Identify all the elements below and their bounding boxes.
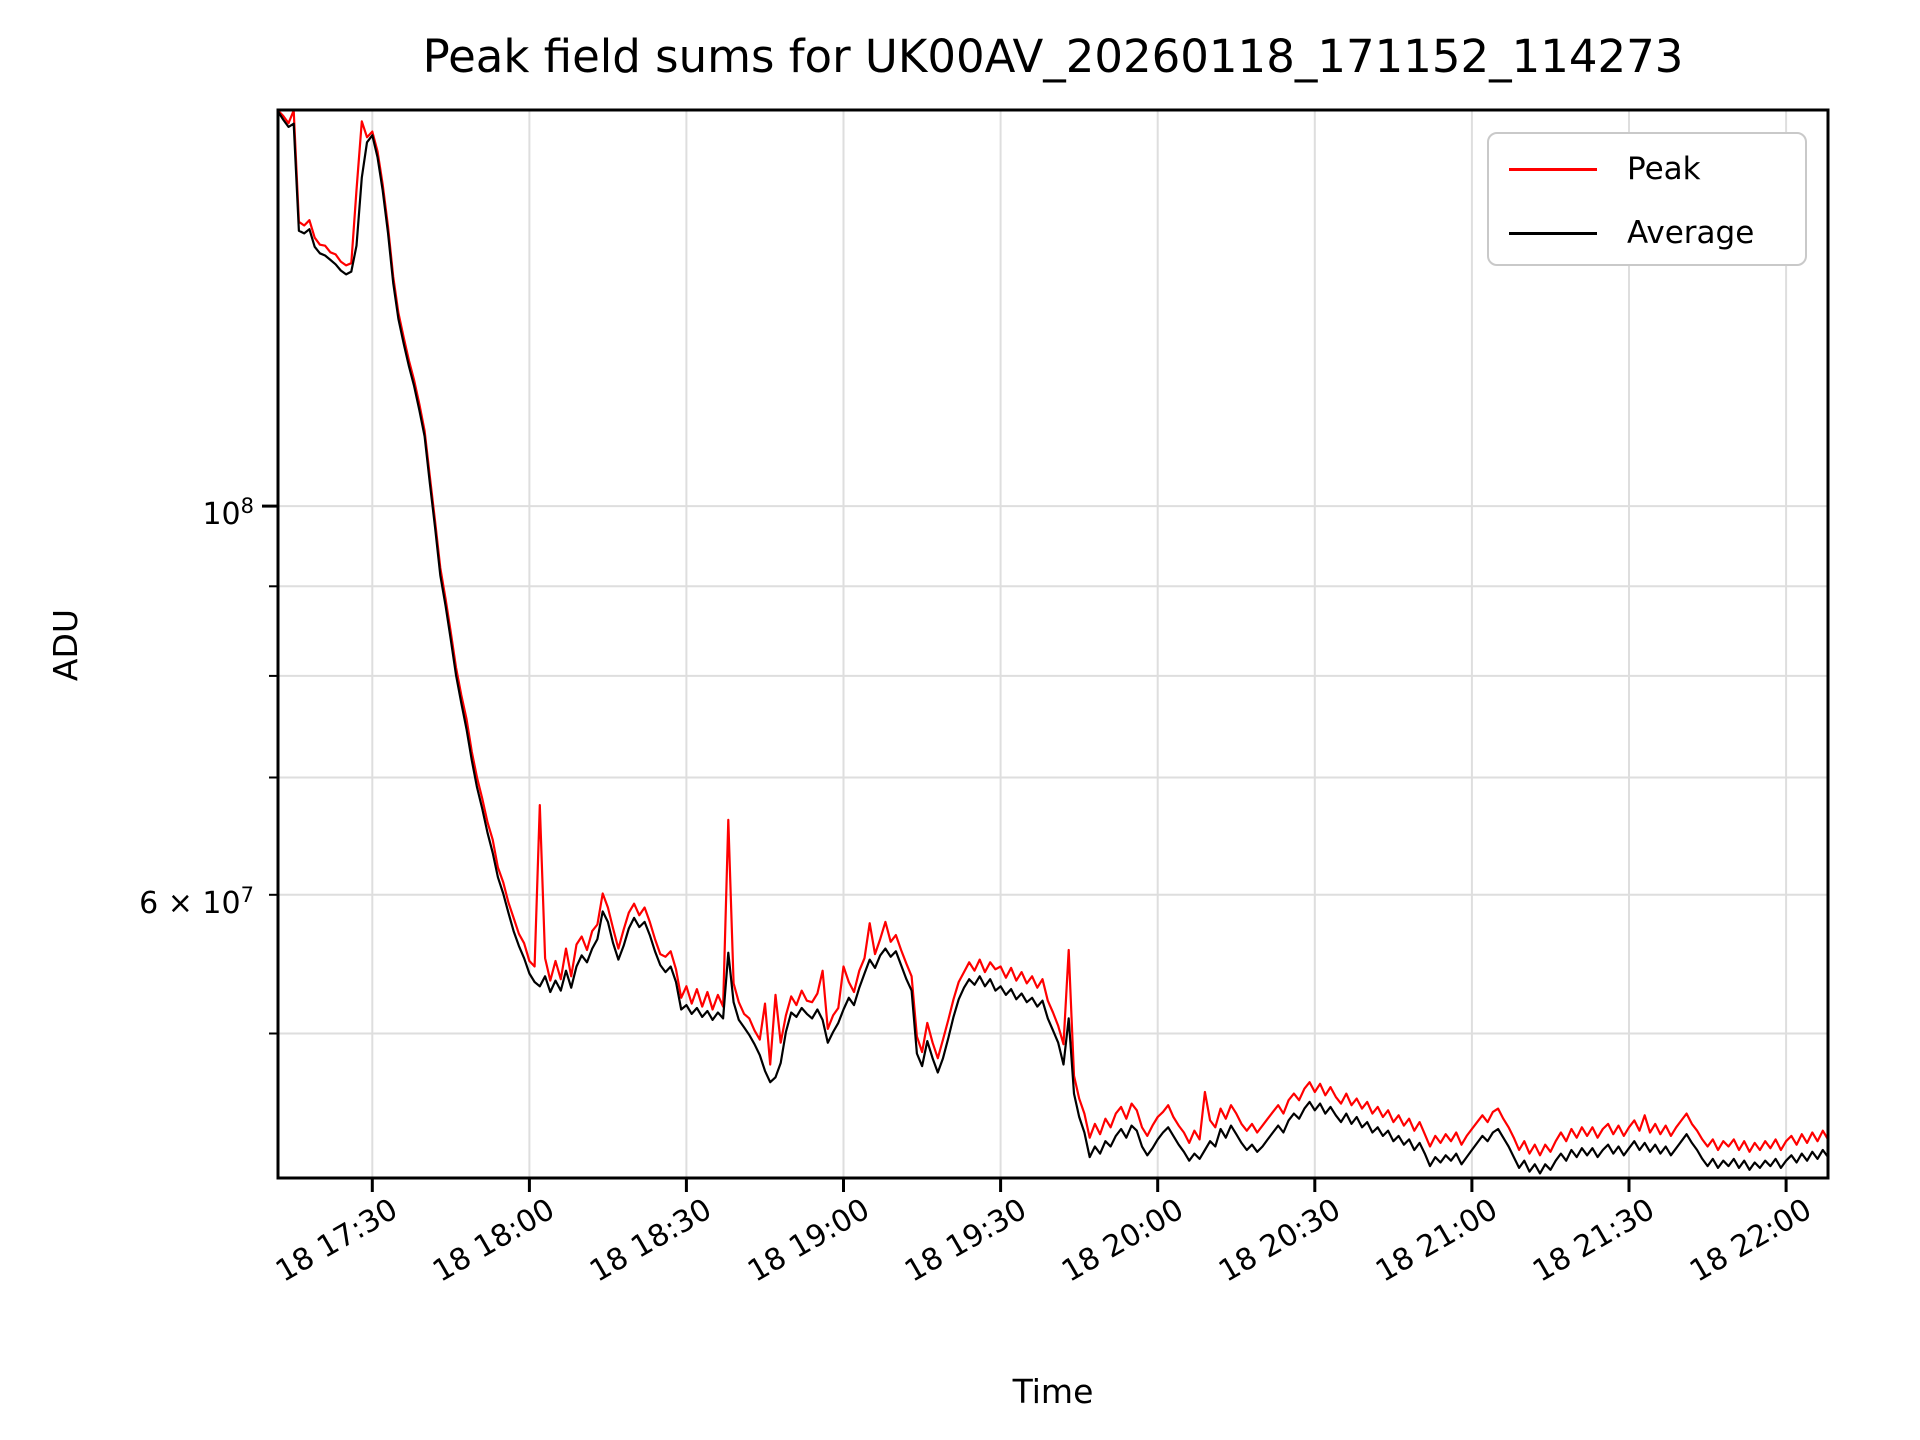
- series-average: [278, 110, 1828, 1175]
- x-axis-title: Time: [1012, 1372, 1094, 1411]
- legend-item: Peak: [1489, 140, 1805, 198]
- y-tick-label: 108: [202, 494, 254, 532]
- chart-title: Peak field sums for UK00AV_20260118_1711…: [422, 30, 1684, 83]
- y-tick-label: 6 × 107: [139, 883, 254, 921]
- legend-item-label: Peak: [1627, 151, 1701, 187]
- legend-item-label: Average: [1627, 215, 1755, 251]
- plot-border: [276, 108, 1830, 1180]
- legend-item: Average: [1489, 204, 1805, 262]
- legend: Peak Average: [1487, 132, 1807, 266]
- y-axis-title: ADU: [46, 608, 85, 682]
- legend-line-icon: [1509, 231, 1597, 235]
- series-peak: [278, 110, 1828, 1157]
- legend-line-icon: [1509, 167, 1597, 171]
